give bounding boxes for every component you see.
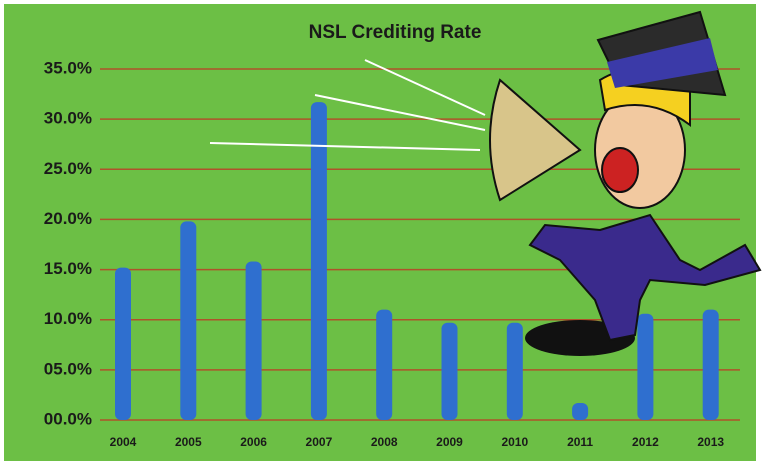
x-tick-label: 2007 — [306, 435, 333, 449]
y-tick-label: 25.0% — [44, 159, 92, 178]
x-tick-label: 2006 — [240, 435, 267, 449]
mouth — [602, 148, 638, 192]
bar — [507, 323, 523, 420]
bar — [703, 310, 719, 420]
y-tick-label: 00.0% — [44, 409, 92, 428]
bar — [311, 102, 327, 420]
x-tick-label: 2010 — [501, 435, 528, 449]
x-tick-label: 2008 — [371, 435, 398, 449]
bar — [376, 310, 392, 420]
bar — [442, 323, 458, 420]
y-tick-label: 20.0% — [44, 209, 92, 228]
bar — [572, 403, 588, 420]
y-tick-label: 15.0% — [44, 259, 92, 278]
y-tick-label: 30.0% — [44, 109, 92, 128]
bar — [115, 268, 131, 420]
bar — [246, 262, 262, 420]
x-tick-label: 2009 — [436, 435, 463, 449]
x-tick-label: 2011 — [567, 435, 593, 449]
y-tick-label: 10.0% — [44, 309, 92, 328]
chart-title: NSL Crediting Rate — [309, 22, 482, 43]
x-tick-label: 2013 — [697, 435, 724, 449]
x-tick-label: 2005 — [175, 435, 202, 449]
page: {"chart_data": {"type": "bar", "title": … — [0, 0, 765, 465]
x-tick-label: 2004 — [110, 435, 137, 449]
bar — [180, 221, 196, 420]
y-tick-label: 05.0% — [44, 359, 92, 378]
x-tick-label: 2012 — [632, 435, 659, 449]
chart: NSL Crediting Rate 00.0% 05.0% 10.0% 15.0% 2… — [0, 0, 765, 465]
y-tick-label: 35.0% — [44, 58, 92, 77]
bar — [637, 314, 653, 420]
